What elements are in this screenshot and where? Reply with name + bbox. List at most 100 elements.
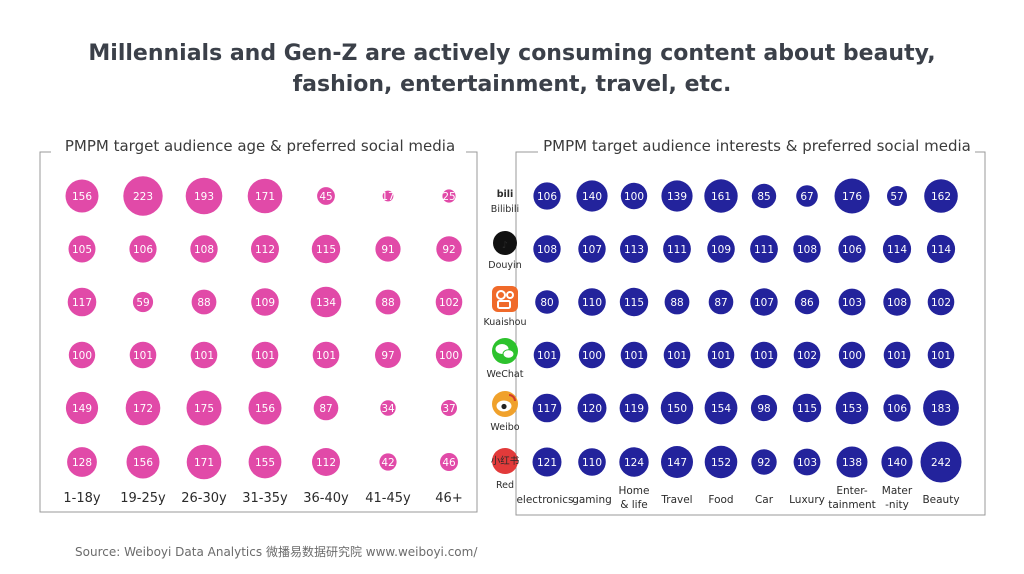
age-bubble [185, 177, 223, 215]
age-bubble [67, 287, 97, 317]
age-column-label: 31-35y [242, 491, 288, 506]
age-column-label: 36-40y [303, 491, 349, 506]
age-bubble-value: 101 [255, 350, 275, 362]
interest-bubble-value: 106 [537, 191, 557, 203]
age-bubble [317, 187, 335, 205]
interest-bubble [927, 341, 955, 369]
age-bubble-value: 100 [72, 350, 92, 362]
interest-bubble-value: 114 [931, 244, 951, 256]
interest-bubble-value: 100 [842, 350, 862, 362]
age-bubble [312, 448, 340, 476]
interest-bubble-value: 147 [667, 457, 687, 469]
interest-bubble-value: 106 [842, 244, 862, 256]
platform-label: Bilibili [491, 204, 519, 215]
interest-bubble [927, 288, 955, 316]
interest-bubble [750, 394, 778, 422]
interest-bubble [619, 447, 649, 477]
interest-bubble [704, 179, 738, 213]
age-bubble-value: 106 [133, 244, 153, 256]
age-bubble [435, 288, 463, 316]
age-bubble [375, 342, 401, 368]
interest-bubble [619, 287, 649, 317]
interest-bubble-value: 101 [624, 350, 644, 362]
interest-bubble-value: 114 [887, 244, 907, 256]
interest-bubble-value: 92 [757, 457, 770, 469]
interest-bubble [793, 235, 821, 263]
interest-bubble-value: 85 [757, 191, 770, 203]
age-bubble-value: 101 [316, 350, 336, 362]
interest-bubble [577, 393, 607, 423]
interest-bubble-value: 138 [842, 457, 862, 469]
kuaishou-icon-lens2 [506, 291, 514, 299]
age-bubble-value: 193 [194, 191, 214, 203]
age-bubble [126, 445, 160, 479]
age-bubble-value: 105 [72, 244, 92, 256]
interest-bubble [793, 448, 821, 476]
interest-bubble-value: 113 [624, 244, 644, 256]
age-bubble [251, 288, 279, 316]
weibo-icon-arc [508, 394, 516, 402]
age-bubble-value: 223 [133, 191, 153, 203]
age-bubble-value: 156 [133, 457, 153, 469]
interest-bubble-value: 108 [537, 244, 557, 256]
age-bubble-value: 175 [194, 403, 214, 415]
interest-column-label: Mater [882, 485, 913, 497]
interest-bubble-value: 139 [667, 191, 687, 203]
age-bubble-value: 128 [72, 457, 92, 469]
age-bubble [186, 444, 222, 480]
age-bubble-value: 134 [316, 297, 336, 309]
age-column-label: 41-45y [365, 491, 411, 506]
age-bubble-value: 101 [133, 350, 153, 362]
interest-bubble-value: 101 [931, 350, 951, 362]
age-column-label: 1-18y [63, 491, 101, 506]
age-bubble [311, 234, 341, 264]
interest-bubble [664, 289, 690, 315]
age-bubble [251, 341, 279, 369]
interest-bubble-value: 101 [537, 350, 557, 362]
interest-bubble-value: 120 [582, 403, 602, 415]
interest-bubble-value: 111 [667, 244, 687, 256]
page-title: Millennials and Gen-Z are actively consu… [0, 38, 1024, 100]
interest-bubble [793, 341, 821, 369]
age-bubble-value: 115 [316, 244, 336, 256]
weibo-icon [492, 391, 518, 417]
interest-column-label: Home [618, 485, 649, 497]
age-bubble-value: 112 [255, 244, 275, 256]
age-panel-title: PMPM target audience age & preferred soc… [65, 137, 455, 155]
interest-panel-frame [515, 151, 986, 516]
interest-bubble-value: 153 [842, 403, 862, 415]
interest-bubble-value: 109 [711, 244, 731, 256]
interest-bubble-value: 115 [797, 403, 817, 415]
source-cn: 微播易数据研究院 [265, 545, 362, 559]
interest-bubble-value: 57 [890, 191, 903, 203]
interest-bubble-value: 183 [931, 403, 951, 415]
interest-bubble [578, 448, 606, 476]
interest-column-label: electronics [516, 494, 573, 506]
interest-column-label: Enter- [836, 485, 868, 497]
age-bubble-value: 112 [316, 457, 336, 469]
interest-bubble-value: 162 [931, 191, 951, 203]
interest-bubble-value: 124 [624, 457, 644, 469]
interest-bubble-value: 121 [537, 457, 557, 469]
interest-bubble [836, 446, 868, 478]
interest-column-label: Luxury [789, 494, 825, 506]
interest-bubble-value: 100 [624, 191, 644, 203]
interest-bubble [620, 182, 648, 210]
interest-bubble [620, 235, 648, 263]
age-bubble [380, 400, 396, 416]
interest-bubble [578, 288, 606, 316]
age-bubble [248, 391, 282, 425]
age-bubble [65, 179, 99, 213]
interest-bubble-value: 67 [800, 191, 813, 203]
interest-bubble [883, 394, 911, 422]
age-bubble [375, 236, 401, 262]
weibo-icon-eye [501, 403, 507, 410]
interest-bubble [576, 180, 608, 212]
age-bubble [251, 235, 279, 263]
source-prefix: Source: Weiboyi Data Analytics [75, 545, 263, 559]
age-bubble-value: 102 [439, 297, 459, 309]
interest-bubble [751, 183, 777, 209]
age-bubble [186, 390, 222, 426]
age-bubble-value: 59 [136, 297, 149, 309]
